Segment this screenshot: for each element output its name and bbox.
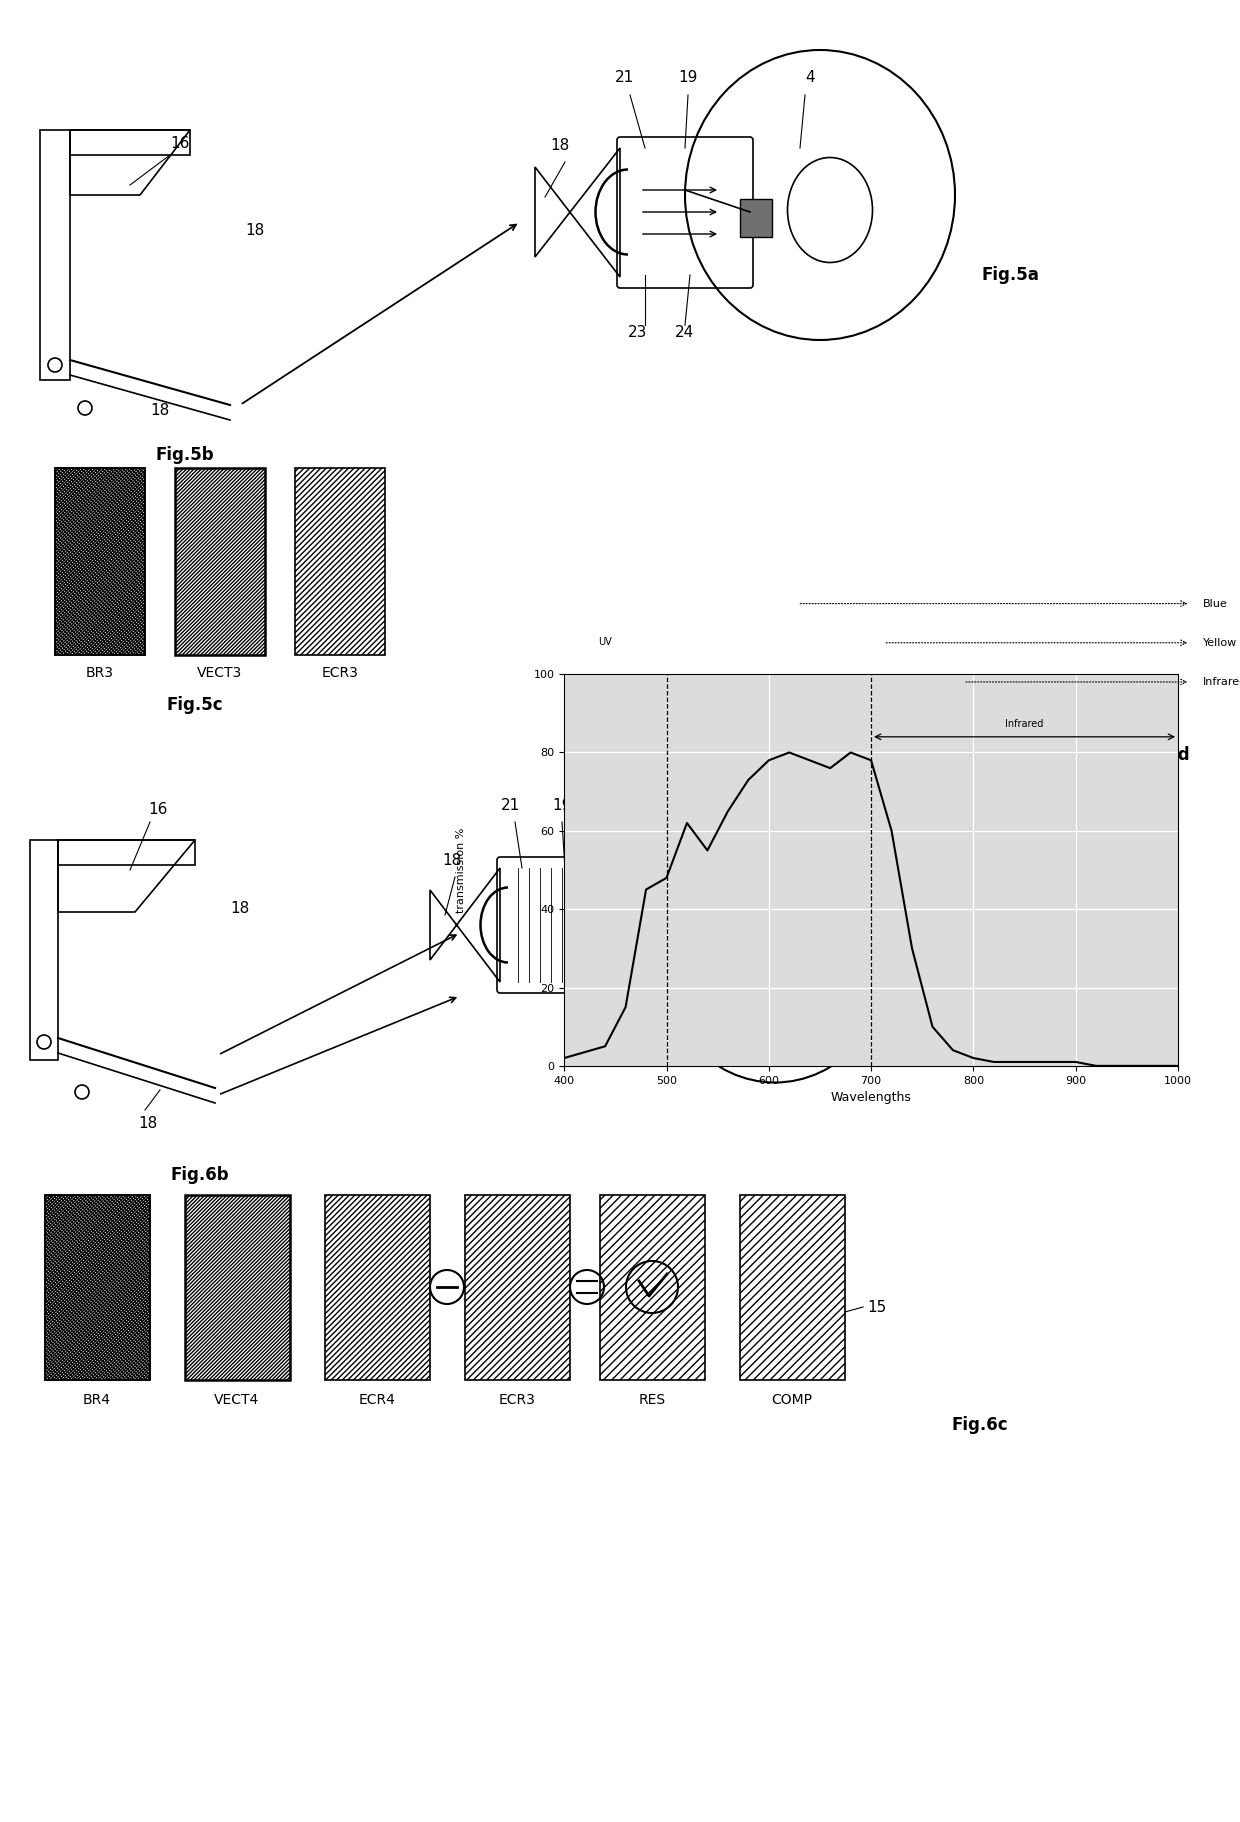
Text: ECR4: ECR4 <box>358 1394 396 1407</box>
Bar <box>465 1195 570 1379</box>
Text: VECT4: VECT4 <box>215 1394 259 1407</box>
Text: 16: 16 <box>170 137 190 151</box>
Text: 18: 18 <box>150 403 169 417</box>
Text: BR4: BR4 <box>83 1394 112 1407</box>
Text: Fig.5d: Fig.5d <box>1131 745 1190 763</box>
Text: 18: 18 <box>443 853 461 867</box>
Text: VECT3: VECT3 <box>197 667 243 680</box>
Bar <box>55 468 145 654</box>
Bar <box>740 1195 844 1379</box>
Text: 23: 23 <box>629 324 647 341</box>
Bar <box>596 909 625 946</box>
Text: Fig.6c: Fig.6c <box>951 1416 1008 1434</box>
Text: Fig.5a: Fig.5a <box>981 266 1039 284</box>
Text: 4: 4 <box>805 69 815 86</box>
Text: 16: 16 <box>149 802 167 816</box>
Bar <box>185 1195 290 1379</box>
Text: 19: 19 <box>552 798 572 813</box>
Bar <box>325 1195 430 1379</box>
Bar <box>600 1195 706 1379</box>
Text: Yellow: Yellow <box>1203 638 1236 649</box>
Text: 18: 18 <box>246 222 264 239</box>
Bar <box>45 1195 150 1379</box>
Text: 19: 19 <box>678 69 698 86</box>
Text: COMP: COMP <box>771 1394 812 1407</box>
Text: UV: UV <box>598 636 613 647</box>
Text: Fig.5b: Fig.5b <box>156 446 215 465</box>
Text: 4: 4 <box>760 798 770 813</box>
X-axis label: Wavelengths: Wavelengths <box>831 1091 911 1104</box>
Y-axis label: transmission %: transmission % <box>456 827 466 913</box>
Bar <box>295 468 384 654</box>
Text: 21: 21 <box>501 798 520 813</box>
Text: Infrared: Infrared <box>1203 678 1240 687</box>
Text: Blue: Blue <box>1203 599 1228 609</box>
Text: 21: 21 <box>615 69 635 86</box>
Text: Infrared: Infrared <box>1006 720 1044 729</box>
Bar <box>45 1195 150 1379</box>
Text: RES: RES <box>639 1394 666 1407</box>
Bar <box>175 468 265 654</box>
Text: 18: 18 <box>139 1117 157 1131</box>
Text: Fig.6b: Fig.6b <box>171 1166 229 1184</box>
Text: Fig.6a: Fig.6a <box>1021 1046 1079 1064</box>
Text: ECR3: ECR3 <box>321 667 358 680</box>
Text: ECR3: ECR3 <box>498 1394 536 1407</box>
Text: 18: 18 <box>229 902 249 916</box>
Text: 24: 24 <box>676 324 694 341</box>
Text: 18: 18 <box>551 138 569 153</box>
Bar <box>55 468 145 654</box>
Bar <box>740 199 773 237</box>
Text: 15: 15 <box>867 1301 887 1315</box>
Text: BR3: BR3 <box>86 667 114 680</box>
Text: Fig.5c: Fig.5c <box>166 696 223 714</box>
